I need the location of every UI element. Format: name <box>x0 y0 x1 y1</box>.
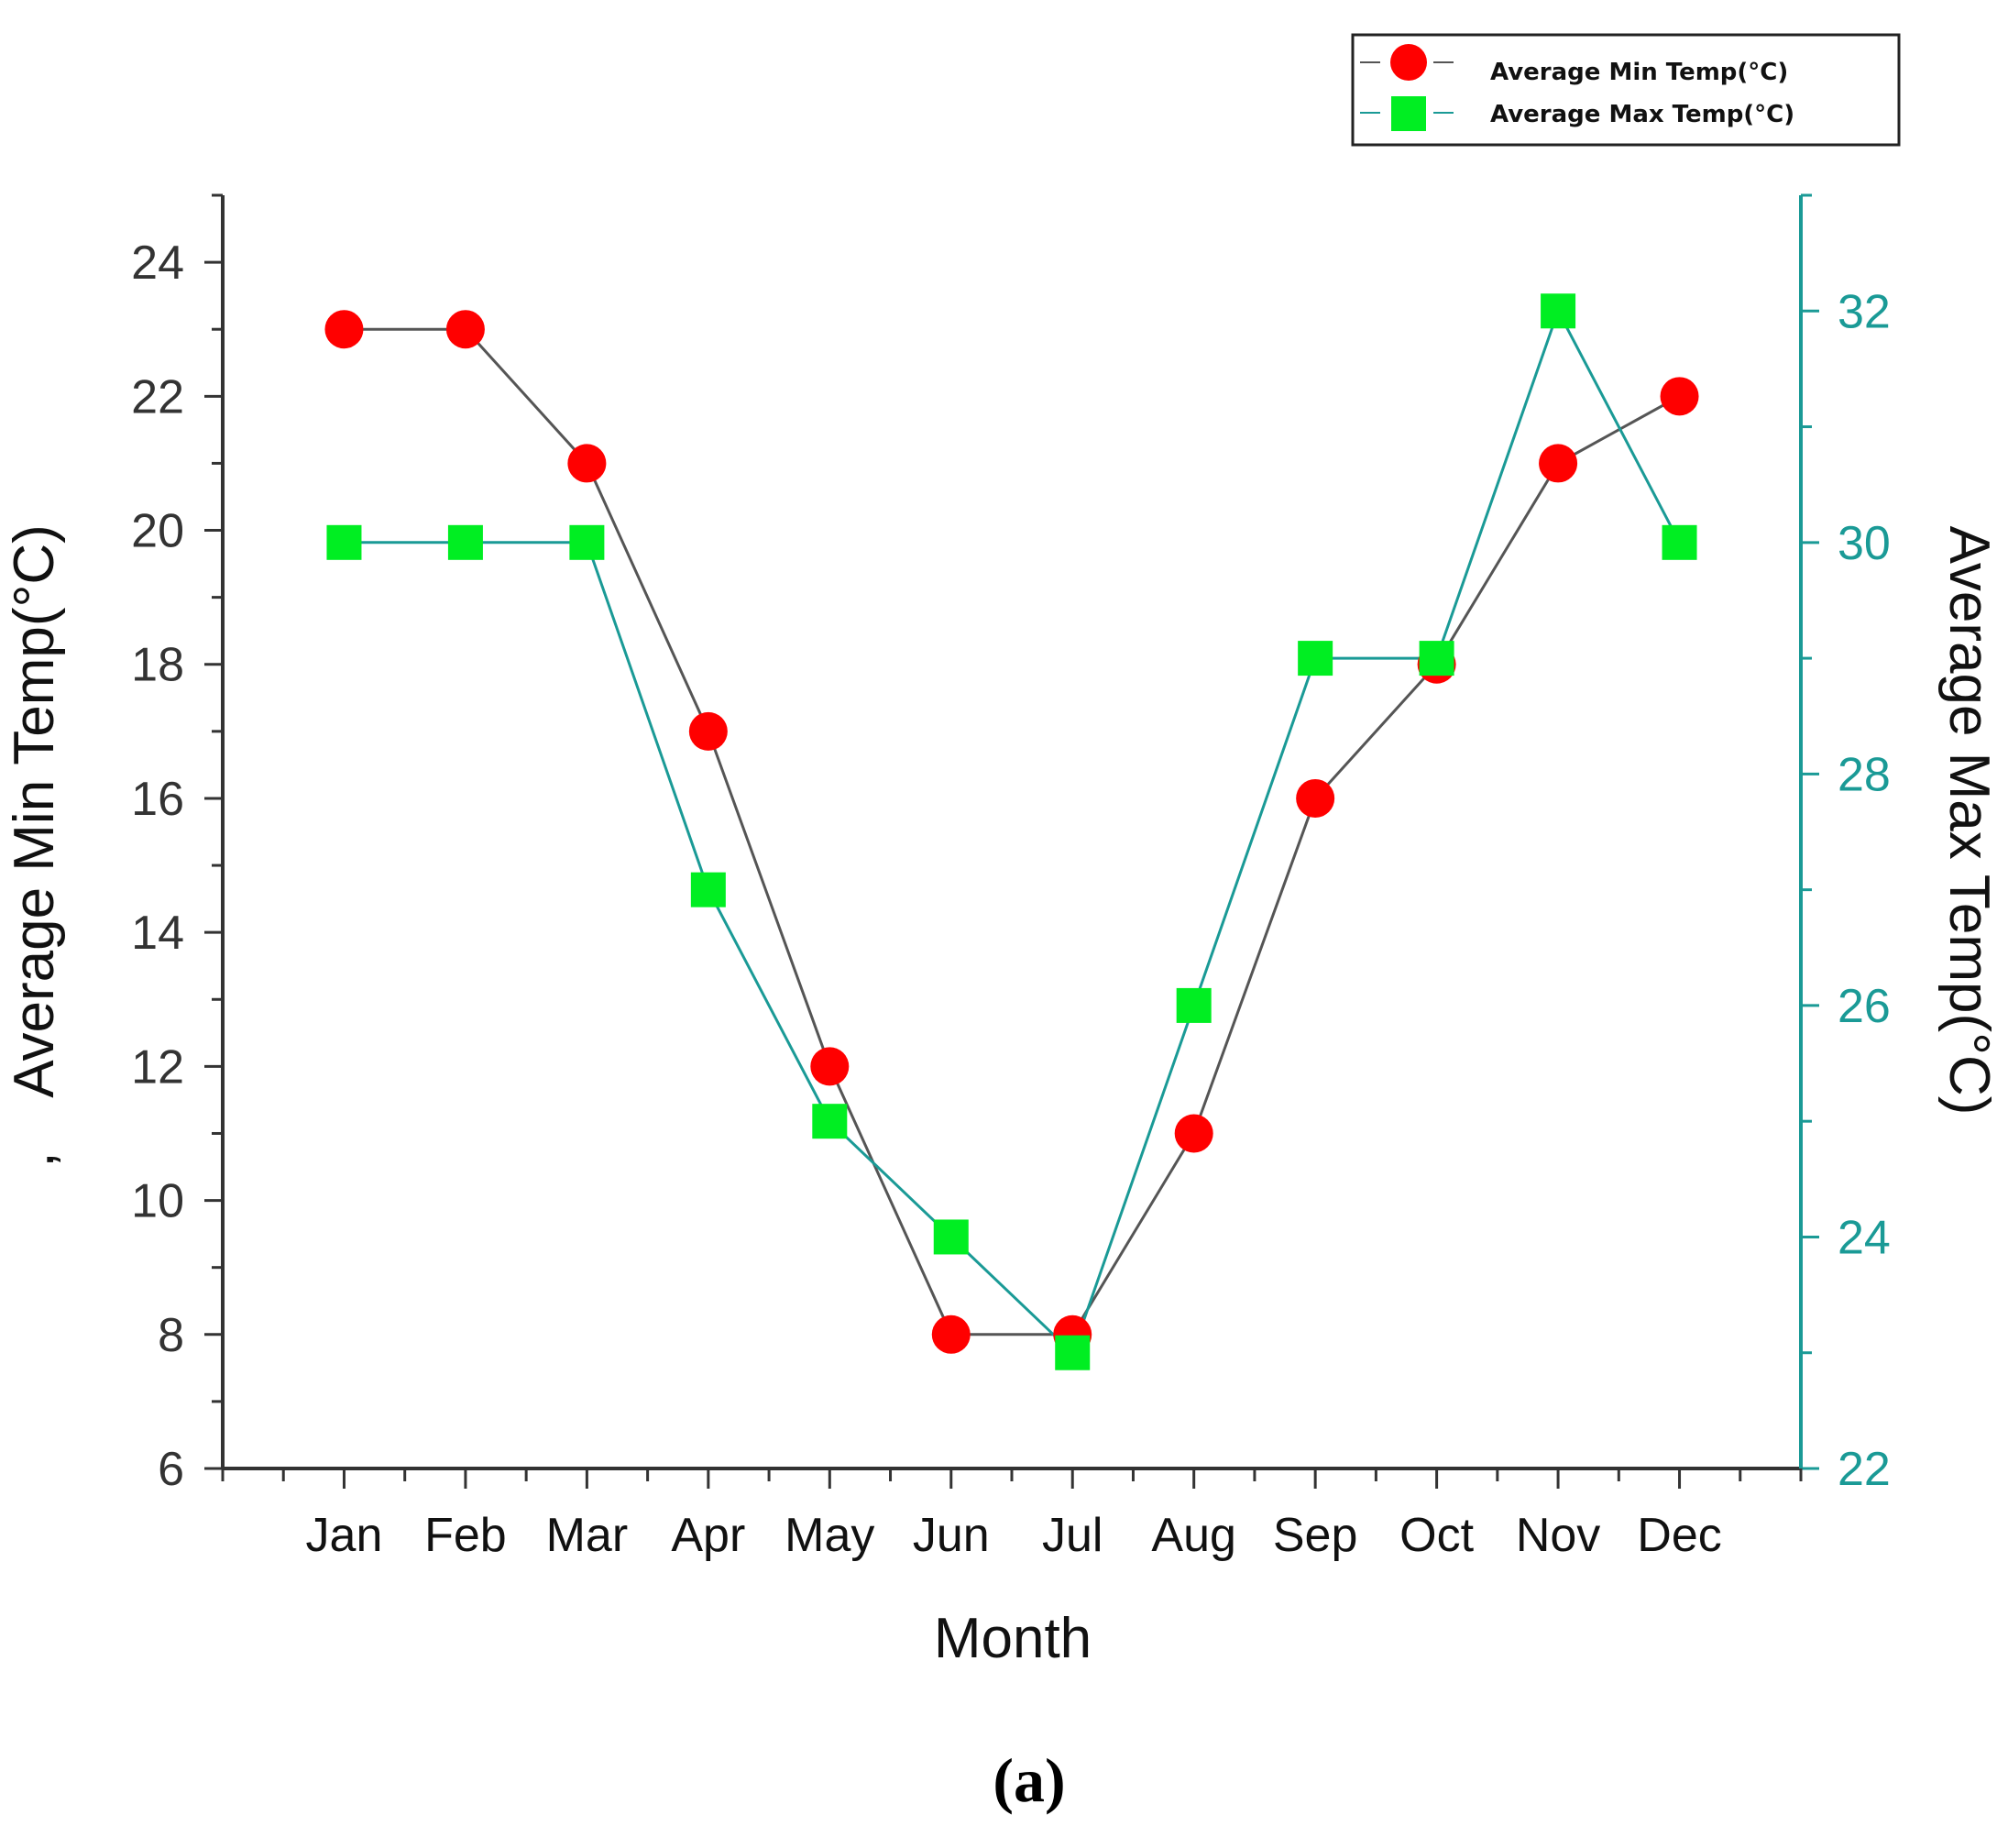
x-tick-label: Nov <box>1516 1509 1600 1562</box>
y-axis-left-title: Average Min Temp(°C) <box>3 524 66 1098</box>
y-left-tick-label: 22 <box>131 370 184 424</box>
max-temp-point <box>326 524 362 560</box>
min-temp-point <box>931 1314 971 1354</box>
series-lines <box>344 307 1681 1356</box>
min-temp-point <box>567 444 607 483</box>
stray-mark: , <box>3 1151 66 1167</box>
y-left-tick-label: 18 <box>131 639 184 692</box>
y-left-tick-label: 6 <box>158 1443 184 1496</box>
min-temp-point <box>688 711 728 751</box>
max-temp-point <box>1541 293 1576 329</box>
min-temp-point <box>1174 1114 1213 1153</box>
legend-box <box>1351 33 1901 147</box>
markers <box>324 293 1699 1370</box>
y-left-tick-label: 20 <box>131 505 184 558</box>
x-tick-label: Feb <box>424 1509 507 1562</box>
y-right-tick-label: 32 <box>1838 285 1891 338</box>
x-tick-label: May <box>785 1509 874 1562</box>
y-right-tick-label: 24 <box>1838 1211 1891 1264</box>
max-temp-point <box>690 872 726 908</box>
x-tick-label: Dec <box>1637 1509 1721 1562</box>
min-temp-point <box>1660 377 1699 416</box>
legend-marker-min <box>1390 44 1427 81</box>
x-tick-label: Jul <box>1042 1509 1103 1562</box>
max-temp-point <box>1176 987 1212 1023</box>
x-axis-title: Month <box>934 1607 1092 1670</box>
min-temp-point <box>445 310 485 349</box>
max-temp-point <box>1662 524 1697 560</box>
x-tick-label: Oct <box>1399 1509 1474 1562</box>
legend-label-min: Average Min Temp(°C) <box>1490 59 1788 86</box>
figure-caption: (a) <box>993 1745 1065 1815</box>
y-left-tick-label: 12 <box>131 1040 184 1094</box>
max-temp-point <box>1419 641 1454 676</box>
max-temp-point <box>933 1219 969 1255</box>
max-temp-point <box>569 524 605 560</box>
series-line-max <box>344 307 1681 1356</box>
y-right-tick-label: 30 <box>1838 517 1891 570</box>
max-temp-point <box>812 1104 848 1139</box>
x-tick-label: Aug <box>1151 1509 1236 1562</box>
ticks: 6 8 10 12 14 16 18 20 22 24 22 24 26 28 30 32 Jan Feb Mar A… <box>131 193 1891 1562</box>
x-tick-label: Sep <box>1273 1509 1358 1562</box>
x-tick-label: Apr <box>671 1509 745 1562</box>
y-left-tick-label: 8 <box>158 1309 184 1362</box>
legend-label-max: Average Max Temp(°C) <box>1490 101 1794 128</box>
max-temp-point <box>1055 1335 1091 1370</box>
axes <box>221 195 1803 1470</box>
x-tick-label: Mar <box>546 1509 629 1562</box>
x-tick-label: Jan <box>306 1509 383 1562</box>
y-right-tick-label: 26 <box>1838 980 1891 1033</box>
y-right-tick-label: 22 <box>1838 1443 1891 1496</box>
y-left-tick-label: 16 <box>131 773 184 826</box>
y-left-tick-label: 10 <box>131 1175 184 1228</box>
legend-marker-max <box>1391 96 1426 131</box>
min-temp-point <box>1296 778 1335 818</box>
y-left-tick-label: 14 <box>131 907 184 960</box>
max-temp-point <box>1298 641 1333 676</box>
y-right-tick-label: 28 <box>1838 748 1891 801</box>
y-left-tick-label: 24 <box>131 236 184 290</box>
max-temp-point <box>447 524 483 560</box>
min-temp-point <box>324 310 364 349</box>
min-temp-point <box>1539 444 1578 483</box>
min-temp-point <box>810 1047 850 1086</box>
x-tick-label: Jun <box>913 1509 990 1562</box>
series-line-min <box>344 327 1681 1336</box>
legend: Average Min Temp(°C) Average Max Temp(°C… <box>1351 33 1901 147</box>
y-axis-right-title: Average Max Temp(°C) <box>1937 526 2001 1116</box>
